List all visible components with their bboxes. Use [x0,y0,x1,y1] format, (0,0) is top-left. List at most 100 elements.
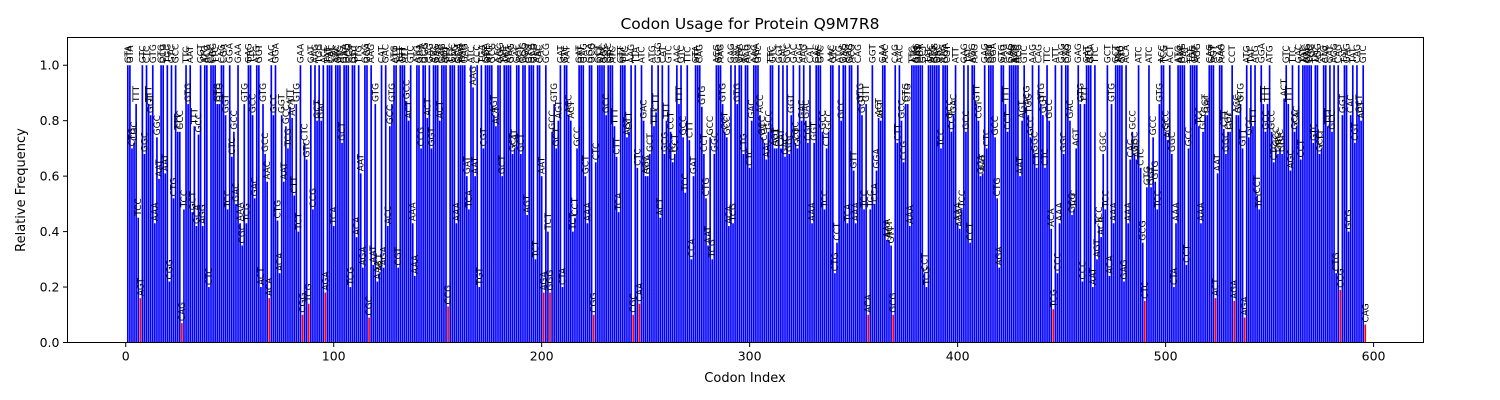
codon-label: GAT [1326,45,1336,63]
codon-label: CAG [891,44,901,63]
codon-label: GGA [586,42,596,63]
codon-bar [501,176,503,343]
codon-bar [636,167,639,343]
codon-label: GGT [278,94,288,114]
codon-bar [621,65,624,343]
codon-label: GCG [1139,220,1149,240]
codon-bar [158,178,160,343]
codon-bar [241,245,244,343]
codon-bar [1185,264,1188,343]
codon-label: CCG [344,44,354,64]
codon-label: CAG [1205,44,1215,63]
codon-label: GAG [1343,43,1353,63]
codon-label: GCC [602,94,612,114]
codon-bar [461,65,464,343]
codon-label: TTT [132,85,142,103]
codon-bar [168,281,171,343]
codon-label: ACT [436,100,446,118]
codon-bar [1345,65,1348,343]
codon-label: GAG [432,43,442,63]
codon-label: GCC [1045,99,1055,119]
codon-label: GAA [234,43,244,63]
codon-label: TCG [708,239,718,258]
codon-bar [332,226,335,343]
codon-label: AAG [1218,44,1228,63]
codon-bar [249,65,252,343]
codon-label: AAA [956,207,966,227]
codon-label: GCC [176,110,186,130]
codon-bar [1218,65,1221,343]
codon-bar [1320,148,1323,343]
codon-bar [1316,65,1319,343]
codon-bar [1044,167,1046,343]
codon-label: TTC [683,47,693,65]
codon-bar [347,65,350,343]
codon-label: CCT [671,133,681,152]
codon-bar [744,65,747,343]
codon-label: AAT [471,156,481,174]
codon-label: GGT [775,44,785,64]
codon-label: GGT [222,94,232,114]
codon-bar [888,239,890,343]
codon-label: ATG [835,45,845,63]
codon-bar [1337,65,1340,343]
codon-bar [465,176,468,343]
codon-bar [725,137,728,343]
codon-bar [844,65,847,343]
codon-label: TTT [145,85,155,103]
codon-bar [156,137,158,343]
codon-bar [615,156,618,343]
codon-bar [605,115,607,343]
codon-bar [676,65,678,343]
codon-label: GGG [421,42,431,63]
codon-label: GCC [991,116,1001,136]
codon-bar [426,117,429,343]
codon-label: GAG [529,43,539,63]
codon-bar [738,65,741,343]
codon-bar [946,65,949,343]
codon-label: CGT [987,44,997,63]
x-tick-label: 200 [530,349,554,364]
codon-bar [445,65,447,343]
codon-label: GTC [167,45,177,63]
codon-label: GAC [1234,94,1244,113]
codon-label: GCG [1345,209,1355,229]
codon-bar [1324,65,1327,343]
codon-label: GGC [710,132,720,152]
codon-label: GCA [644,154,654,174]
codon-bar [644,176,647,343]
codon-bar [642,120,645,343]
codon-label: GTG [149,44,159,63]
codon-bar [1102,153,1105,343]
codon-bar [1012,65,1015,343]
y-axis-label: Relative Frequency [14,128,29,252]
codon-label: GTC [407,45,417,63]
codon-label: AAG [1029,44,1039,63]
codon-bar [351,65,354,343]
codon-bar [777,65,780,343]
codon-label: GAC [1203,94,1213,113]
codon-bar [1104,209,1107,343]
codon-label: GAA [340,43,350,63]
codon-label: CCT [625,111,635,130]
codon-bar [1202,131,1204,343]
codon-bar [780,148,782,343]
codon-label: TTC [247,47,257,65]
codon-bar [1002,65,1005,343]
codon-label: AAA [1056,201,1066,221]
codon-label: GCG [889,293,899,313]
codon-label: ACC [565,95,575,114]
codon-label: CGT [479,127,489,146]
codon-label: GCG [660,132,670,152]
codon-label: AGG [968,43,978,63]
codon-bar [413,275,416,343]
codon-bar [237,65,239,343]
codon-label: CGA [219,43,229,63]
codon-label: GAA [296,43,306,63]
codon-label: TAT [1340,47,1350,64]
codon-label: GTG [1037,83,1047,102]
codon-bar [339,65,341,343]
codon-label: AGT [554,100,564,119]
codon-bar [1327,126,1329,343]
codon-bar [1252,126,1254,343]
